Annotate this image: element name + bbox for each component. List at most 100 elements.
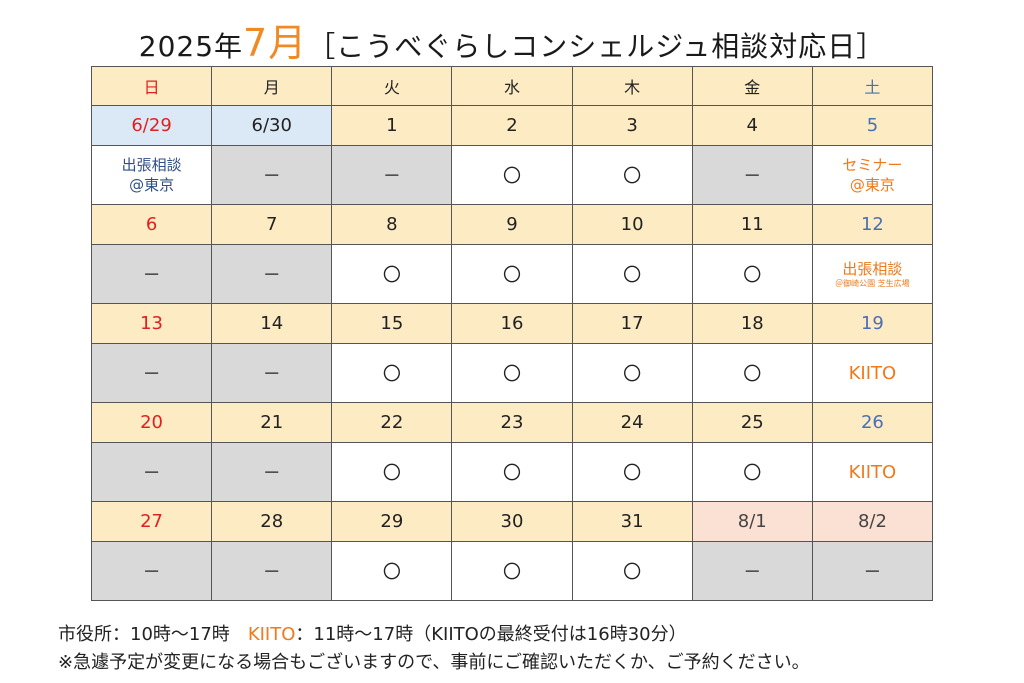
kiito-label: KIITO (848, 362, 897, 384)
open-circle-icon: 〇 (623, 463, 642, 484)
hours-kiito: ：11時～17時（KIITOの最終受付は16時30分） (295, 624, 687, 645)
weekday-4: 木 (571, 66, 693, 106)
open-day-cell: 〇 (571, 145, 693, 205)
date-cell: 20 (90, 402, 213, 443)
closed-day-cell: － (90, 541, 213, 601)
date-cell: 8/2 (811, 501, 934, 542)
closed-dash: － (142, 463, 161, 484)
closed-dash: － (863, 562, 882, 583)
open-day-cell: 〇 (331, 442, 453, 502)
date-cell: 8 (331, 204, 453, 245)
open-circle-icon: 〇 (502, 562, 521, 583)
weekday-header-row: 日月火水木金土 (90, 66, 934, 106)
date-cell: 23 (451, 402, 573, 443)
open-circle-icon: 〇 (743, 265, 762, 286)
event-title: 出張相談 (121, 156, 182, 174)
event-title: セミナー (842, 156, 903, 174)
closed-day-cell: － (691, 541, 813, 601)
calendar-table: 日月火水木金土 6/29 6/30 1 2 3 4 5 出張相談 @東京－－〇〇－セミナー @東京 6… (90, 66, 934, 601)
open-day-cell: 〇 (451, 442, 573, 502)
closed-day-cell: － (211, 244, 333, 304)
open-day-cell: 〇 (691, 442, 813, 502)
date-row: 6/29 6/30 1 2 3 4 5 (90, 105, 934, 146)
weekday-6: 土 (811, 66, 934, 106)
open-day-cell: 〇 (331, 541, 453, 601)
date-cell: 10 (571, 204, 693, 245)
date-cell: 25 (691, 402, 813, 443)
date-row: 6 7 8 9 10 11 12 (90, 204, 934, 245)
open-circle-icon: 〇 (382, 562, 401, 583)
hours-note: 市役所：10時～17時 KIITO：11時～17時（KIITOの最終受付は16時… (58, 620, 687, 646)
closed-day-cell: － (90, 343, 213, 403)
date-cell: 3 (571, 105, 693, 146)
date-cell: 21 (211, 402, 333, 443)
date-cell: 8/1 (691, 501, 813, 542)
date-cell: 2 (451, 105, 573, 146)
weekday-5: 金 (691, 66, 813, 106)
date-cell: 30 (451, 501, 573, 542)
closed-day-cell: － (211, 541, 333, 601)
status-row: － － 〇 〇 〇 〇 出張相談 ＠御崎公園 芝生広場 (90, 244, 934, 304)
date-cell: 7 (211, 204, 333, 245)
open-circle-icon: 〇 (743, 463, 762, 484)
change-notice: ※急遽予定が変更になる場合もございますので、事前にご確認いただくか、ご予約くださ… (58, 652, 810, 673)
open-circle-icon: 〇 (623, 562, 642, 583)
event-location: @東京 (129, 176, 175, 194)
closed-dash: － (142, 562, 161, 583)
weekday-1: 月 (211, 66, 333, 106)
open-day-cell: 〇 (451, 343, 573, 403)
closed-day-cell: － (211, 145, 333, 205)
title-month: 7月 (243, 21, 308, 65)
date-cell: 17 (571, 303, 693, 344)
open-circle-icon: 〇 (382, 463, 401, 484)
date-cell: 26 (811, 402, 934, 443)
open-circle-icon: 〇 (382, 364, 401, 385)
date-cell: 6 (90, 204, 213, 245)
open-circle-icon: 〇 (623, 364, 642, 385)
closed-dash: － (382, 166, 401, 187)
closed-dash: － (743, 166, 762, 187)
closed-dash: － (262, 364, 281, 385)
date-cell: 19 (811, 303, 934, 344)
page-title: 2025年7月［こうべぐらしコンシェルジュ相談対応日］ (0, 12, 1024, 67)
kiito-cell: KIITO (811, 442, 934, 502)
date-cell: 28 (211, 501, 333, 542)
closed-dash: － (142, 364, 161, 385)
open-day-cell: 〇 (571, 541, 693, 601)
date-cell: 1 (331, 105, 453, 146)
status-row: 出張相談 @東京 － － 〇 〇 － セミナー @東京 (90, 145, 934, 205)
weekday-3: 水 (451, 66, 573, 106)
hours-kiito-label: KIITO (247, 624, 296, 645)
open-day-cell: 〇 (571, 343, 693, 403)
event-title: 出張相談 (842, 260, 903, 278)
closed-dash: － (262, 166, 281, 187)
weekday-2: 火 (331, 66, 453, 106)
date-cell: 18 (691, 303, 813, 344)
hours-city-hall: 市役所：10時～17時 (58, 624, 248, 645)
date-row: 27 28 29 30 31 8/1 8/2 (90, 501, 934, 542)
status-row: － － 〇 〇 〇 〇 KIITO (90, 343, 934, 403)
open-circle-icon: 〇 (382, 265, 401, 286)
date-cell: 14 (211, 303, 333, 344)
closed-day-cell: － (691, 145, 813, 205)
closed-day-cell: － (331, 145, 453, 205)
open-day-cell: 〇 (691, 343, 813, 403)
kiito-cell: KIITO (811, 343, 934, 403)
date-row: 13 14 15 16 17 18 19 (90, 303, 934, 344)
date-cell: 15 (331, 303, 453, 344)
closed-dash: － (743, 562, 762, 583)
open-circle-icon: 〇 (502, 166, 521, 187)
event-location: ＠御崎公園 芝生広場 (835, 279, 910, 288)
event-cell: 出張相談 ＠御崎公園 芝生広場 (811, 244, 934, 304)
title-subtitle: ［こうべぐらしコンシェルジュ相談対応日］ (307, 30, 886, 63)
event-cell: セミナー @東京 (811, 145, 934, 205)
closed-dash: － (142, 265, 161, 286)
date-cell: 29 (331, 501, 453, 542)
date-cell: 24 (571, 402, 693, 443)
date-cell: 9 (451, 204, 573, 245)
weekday-0: 日 (90, 66, 213, 106)
date-cell: 27 (90, 501, 213, 542)
open-day-cell: 〇 (571, 442, 693, 502)
title-year: 2025年 (138, 30, 244, 63)
open-circle-icon: 〇 (502, 463, 521, 484)
